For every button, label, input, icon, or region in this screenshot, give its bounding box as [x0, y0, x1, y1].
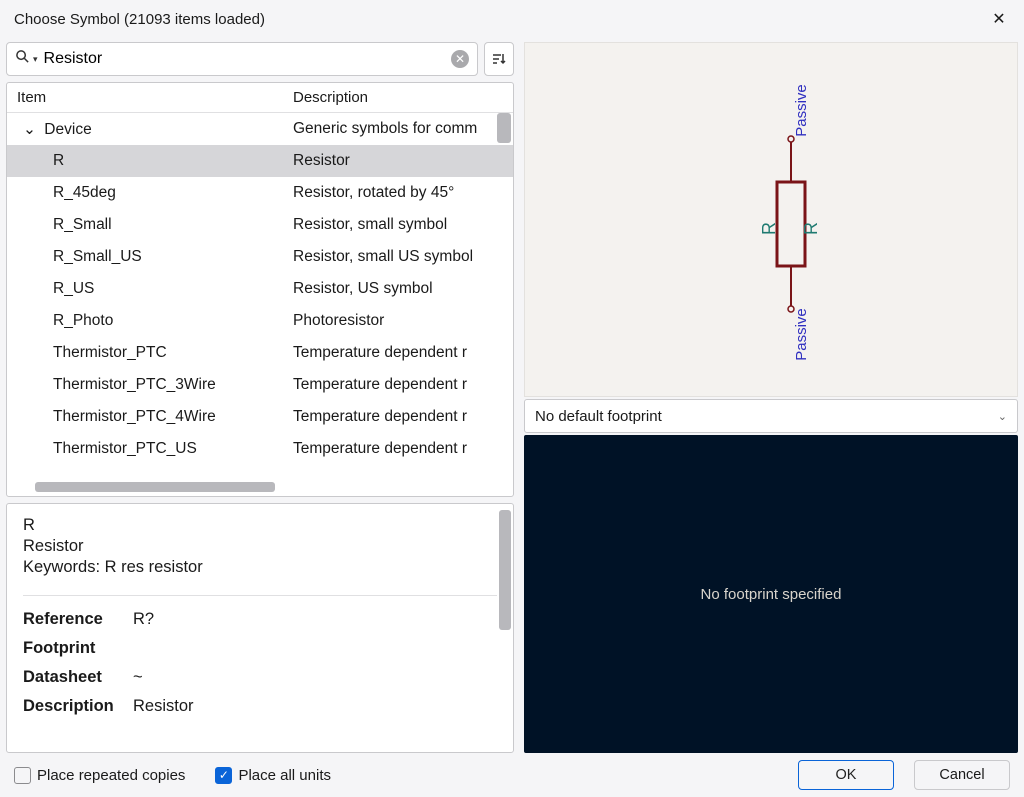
detail-field: Datasheet~ [23, 668, 497, 687]
tree-row[interactable]: R_Small_USResistor, small US symbol [7, 241, 513, 273]
footer: Place repeated copies ✓ Place all units … [0, 753, 1024, 797]
search-dropdown-icon[interactable]: ▾ [33, 54, 38, 65]
detail-scrollbar[interactable] [499, 510, 511, 630]
titlebar: Choose Symbol (21093 items loaded) ✕ [0, 0, 1024, 38]
tree-row[interactable]: Thermistor_PTC_3WireTemperature dependen… [7, 369, 513, 401]
detail-desc: Resistor [23, 537, 497, 556]
detail-field: Footprint [23, 639, 497, 658]
sort-button[interactable] [484, 42, 514, 76]
cancel-button[interactable]: Cancel [914, 760, 1010, 790]
tree-row[interactable]: Thermistor_PTCTemperature dependent r [7, 337, 513, 369]
tree-row[interactable]: RResistor [7, 145, 513, 177]
close-icon[interactable]: ✕ [988, 8, 1010, 30]
tree-row[interactable]: R_USResistor, US symbol [7, 273, 513, 305]
place-repeated-checkbox[interactable]: Place repeated copies [14, 767, 185, 784]
tree-scrollbar-vertical[interactable] [497, 113, 511, 143]
detail-field: ReferenceR? [23, 610, 497, 629]
footprint-preview-text: No footprint specified [701, 586, 842, 603]
symbol-tree: Item Description ⌄ DeviceGeneric symbols… [6, 82, 514, 497]
symbol-preview: PassivePassiveRR [524, 42, 1018, 397]
tree-scrollbar-horizontal[interactable] [35, 482, 275, 492]
tree-row[interactable]: R_45degResistor, rotated by 45° [7, 177, 513, 209]
detail-panel: R Resistor Keywords: R res resistor Refe… [6, 503, 514, 753]
tree-header: Item Description [7, 83, 513, 113]
footprint-select-text: No default footprint [535, 408, 662, 425]
footprint-preview: No footprint specified [524, 435, 1018, 753]
place-all-units-label: Place all units [238, 767, 331, 784]
search-input[interactable] [44, 50, 451, 68]
col-item-header[interactable]: Item [7, 89, 289, 106]
clear-search-icon[interactable]: ✕ [451, 50, 469, 68]
window-title: Choose Symbol (21093 items loaded) [14, 11, 265, 28]
detail-name: R [23, 516, 497, 535]
detail-keywords: Keywords: R res resistor [23, 558, 497, 577]
tree-row[interactable]: R_SmallResistor, small symbol [7, 209, 513, 241]
tree-category-device[interactable]: ⌄ DeviceGeneric symbols for comm [7, 113, 513, 145]
tree-row[interactable]: Thermistor_PTC_4WireTemperature dependen… [7, 401, 513, 433]
detail-field: DescriptionResistor [23, 697, 497, 716]
col-desc-header[interactable]: Description [289, 89, 513, 106]
place-repeated-label: Place repeated copies [37, 767, 185, 784]
search-box[interactable]: ▾ ✕ [6, 42, 478, 76]
place-all-units-checkbox[interactable]: ✓ Place all units [215, 767, 331, 784]
right-pane: PassivePassiveRR No default footprint ⌄ … [520, 38, 1024, 753]
chevron-down-icon: ⌄ [998, 410, 1007, 423]
search-icon [15, 49, 30, 69]
tree-row[interactable]: R_PhotoPhotoresistor [7, 305, 513, 337]
ok-button[interactable]: OK [798, 760, 894, 790]
footprint-select[interactable]: No default footprint ⌄ [524, 399, 1018, 433]
left-pane: ▾ ✕ Item Description ⌄ DeviceGeneric sym… [0, 38, 520, 753]
tree-row[interactable]: Thermistor_PTC_USTemperature dependent r [7, 433, 513, 465]
